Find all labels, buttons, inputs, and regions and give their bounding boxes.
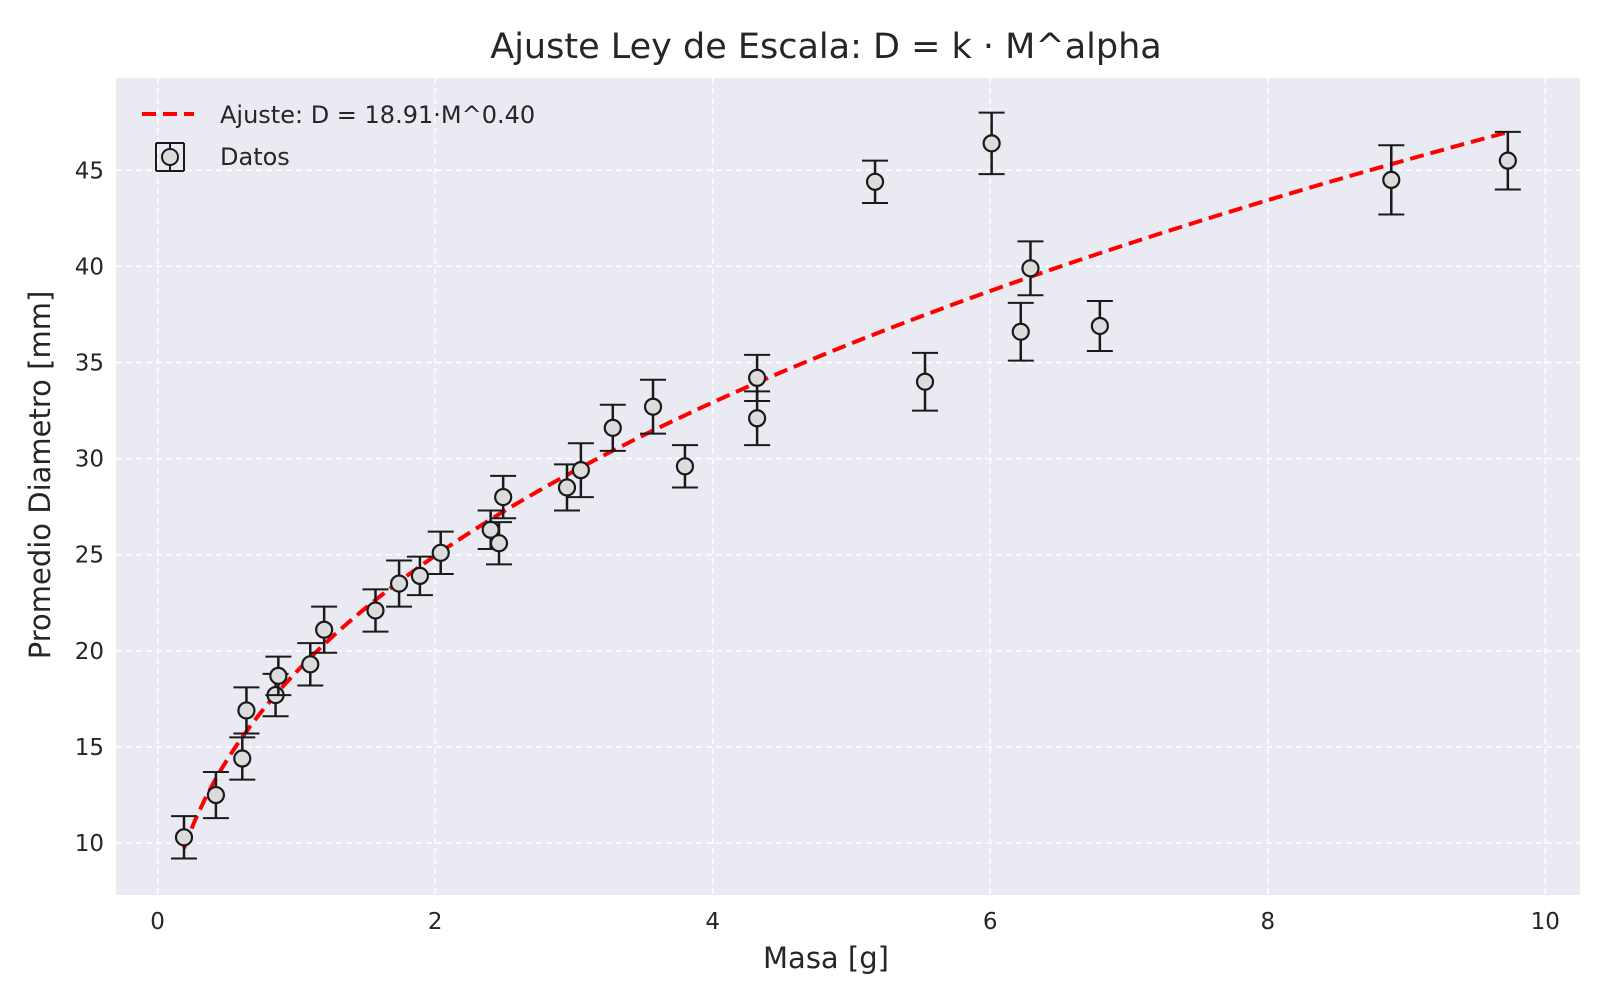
legend-data-label: Datos [220, 143, 290, 171]
plot-area [116, 78, 1580, 895]
x-tick-label: 8 [1260, 909, 1275, 935]
data-point [311, 605, 338, 654]
x-axis-label: Masa [g] [763, 941, 889, 975]
data-point [1494, 130, 1521, 191]
chart-title: Ajuste Ley de Escala: D = k · M^alpha [490, 27, 1161, 67]
data-point [386, 559, 413, 608]
data-marker [1021, 259, 1040, 278]
x-tick-label: 6 [983, 909, 998, 935]
data-marker [675, 457, 695, 476]
y-tick-label: 35 [75, 351, 104, 377]
data-marker [603, 418, 622, 437]
data-point [362, 588, 389, 633]
data-point [1378, 144, 1405, 216]
data-point [265, 655, 292, 697]
legend: Ajuste: D = 18.91·M^0.40 Datos [142, 101, 535, 172]
data-marker [233, 749, 252, 768]
data-marker [206, 785, 226, 805]
y-tick-label: 10 [75, 831, 104, 857]
data-marker [865, 172, 885, 191]
data-point [671, 444, 698, 489]
data-marker [269, 666, 288, 685]
data-marker [301, 655, 320, 674]
data-marker [643, 397, 663, 416]
data-point [1017, 240, 1044, 297]
data-point [406, 555, 433, 597]
y-tick-label: 15 [75, 735, 104, 761]
data-point [490, 474, 517, 520]
data-point [912, 351, 939, 412]
data-point [978, 111, 1005, 176]
data-point [427, 530, 454, 575]
data-point [485, 521, 512, 566]
data-marker [431, 543, 450, 562]
legend-data-swatch [155, 142, 185, 172]
data-point [599, 403, 626, 452]
x-axis-ticks: 0 2 4 6 8 10 [150, 909, 1560, 935]
data-point [1007, 301, 1034, 362]
data-marker [389, 574, 409, 593]
x-tick-label: 2 [428, 909, 443, 935]
data-marker [1382, 170, 1401, 189]
y-axis-ticks: 10 15 20 25 30 35 40 45 [75, 158, 104, 857]
data-marker [748, 368, 767, 387]
data-marker [315, 620, 334, 639]
y-tick-label: 30 [75, 447, 104, 473]
data-marker [237, 701, 256, 720]
data-marker [410, 566, 430, 585]
y-tick-label: 20 [75, 639, 104, 665]
data-point [640, 378, 667, 435]
x-tick-label: 4 [705, 909, 720, 935]
data-marker [1498, 151, 1517, 170]
data-marker [366, 601, 385, 620]
data-point [553, 463, 580, 512]
data-marker [571, 461, 590, 480]
legend-fit-label: Ajuste: D = 18.91·M^0.40 [220, 101, 535, 129]
data-point [297, 642, 324, 687]
grid [116, 78, 1580, 895]
y-axis-label: Promedio Diametro [mm] [23, 291, 57, 660]
data-marker [489, 534, 509, 553]
data-marker [915, 372, 935, 391]
data-point [567, 442, 594, 499]
data-point [862, 159, 889, 204]
x-tick-label: 10 [1531, 909, 1560, 935]
data-point [229, 736, 256, 781]
data-marker [1090, 316, 1109, 336]
data-marker [174, 828, 194, 847]
data-points [170, 111, 1521, 860]
y-tick-label: 45 [75, 158, 104, 184]
data-marker [748, 409, 767, 428]
data-point [202, 770, 229, 820]
data-marker [557, 478, 577, 497]
data-marker [1011, 322, 1030, 341]
y-tick-label: 25 [75, 543, 104, 569]
y-tick-label: 40 [75, 254, 104, 280]
data-marker [982, 134, 1001, 153]
data-marker [494, 487, 513, 507]
data-point [233, 686, 260, 735]
x-tick-label: 0 [150, 909, 165, 935]
data-point [744, 390, 771, 447]
data-point [170, 815, 197, 860]
data-point [1086, 299, 1113, 352]
